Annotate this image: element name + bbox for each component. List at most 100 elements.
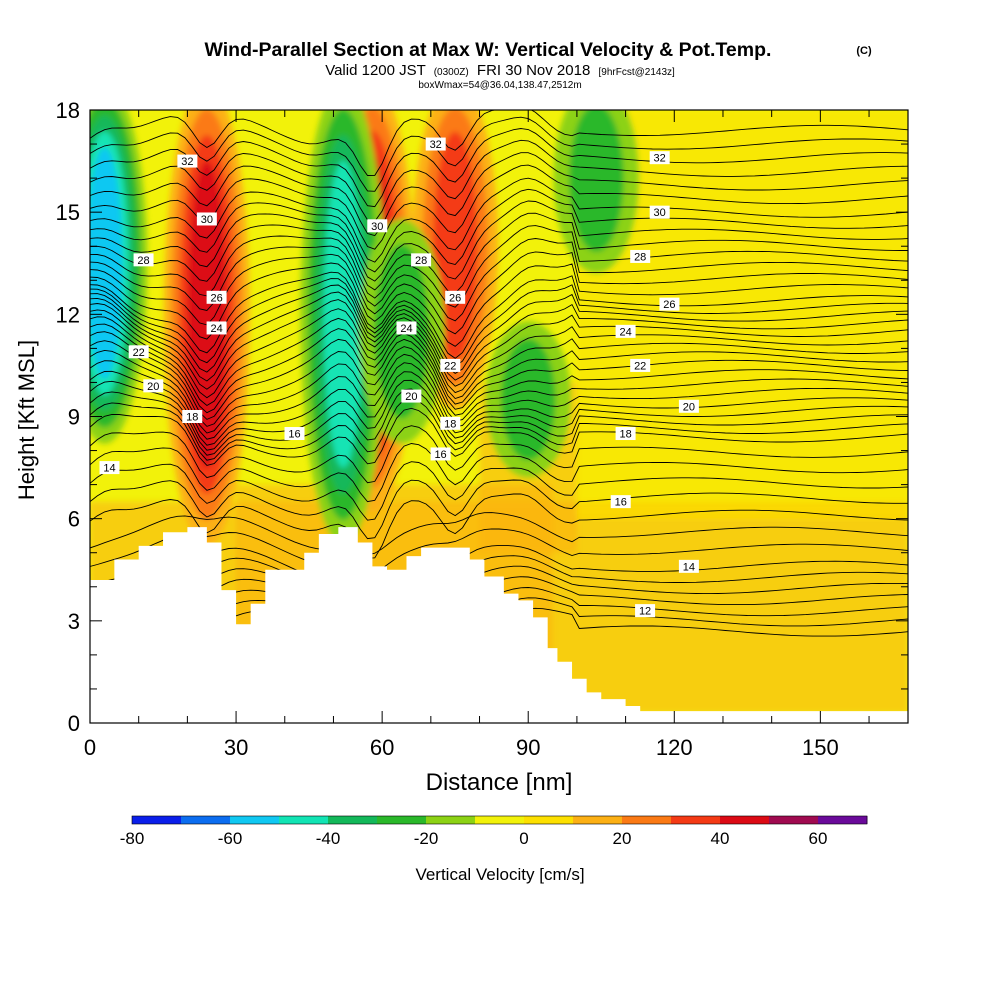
isentrope [90, 139, 908, 222]
contour-label: 32 [177, 154, 198, 168]
contour-label: 22 [440, 358, 461, 372]
svg-text:16: 16 [434, 449, 446, 461]
y-tick-label: 9 [68, 405, 80, 430]
chart-title: Wind-Parallel Section at Max W: Vertical… [205, 39, 772, 61]
svg-text:22: 22 [444, 360, 456, 372]
svg-text:26: 26 [449, 292, 461, 304]
colorbar-swatch [377, 816, 427, 824]
svg-text:26: 26 [663, 299, 675, 311]
plot-area: 32 30 28 26 24 22 20 18 16 14 32 30 28 26 24 22 20 18 16 32… [90, 110, 908, 723]
isentrope [90, 238, 908, 322]
velocity-field [90, 110, 908, 713]
svg-text:24: 24 [400, 323, 412, 335]
isentrope [90, 225, 908, 308]
x-tick-label: 90 [516, 735, 540, 760]
svg-text:32: 32 [181, 156, 193, 168]
colorbar-swatch [230, 816, 280, 824]
x-axis: 0 30 60 90 120 150 [84, 110, 870, 760]
y-tick-label: 12 [56, 302, 80, 327]
contour-label: 32 [425, 137, 446, 151]
x-tick-label: 60 [370, 735, 394, 760]
subtitle-valid: Valid 1200 JST [325, 62, 425, 79]
isentrope [90, 331, 908, 420]
isentrope [90, 316, 908, 407]
colorbar-tick-label: 0 [519, 829, 528, 848]
isentrope [90, 299, 908, 390]
svg-text:24: 24 [619, 326, 631, 338]
isentrope [90, 565, 908, 616]
contour-labels: 32 30 28 26 24 22 20 18 16 14 32 30 28 26 24 22 20 18 16 32… [99, 137, 699, 618]
isentrope [90, 360, 908, 440]
y-tick-label: 0 [68, 711, 80, 736]
contour-label: 24 [206, 321, 227, 335]
contour-label: 24 [396, 321, 417, 335]
svg-text:16: 16 [615, 497, 627, 509]
svg-text:30: 30 [654, 207, 666, 219]
contour-label: 18 [615, 427, 636, 441]
isentrope [90, 212, 908, 294]
svg-text:16: 16 [288, 429, 300, 441]
contour-label: 18 [440, 416, 461, 430]
contour-label: 16 [610, 495, 631, 509]
isentrope [90, 116, 908, 192]
isentrope [90, 397, 908, 461]
colorbar-swatch [328, 816, 378, 824]
contour-label: 14 [678, 559, 699, 573]
isentrope [90, 370, 908, 446]
colorbar-swatch [279, 816, 329, 824]
colorbar-swatch [524, 816, 574, 824]
isentrope [90, 555, 908, 604]
colorbar-tick-label: -60 [218, 829, 243, 848]
contour-label: 12 [635, 604, 656, 618]
downdraft-core [500, 338, 556, 461]
isentrope [90, 379, 908, 451]
contour-label: 20 [678, 399, 699, 413]
svg-text:32: 32 [654, 153, 666, 165]
isentrope [90, 200, 908, 282]
contour-label: 30 [649, 205, 670, 219]
x-tick-label: 120 [656, 735, 693, 760]
colorbar-swatch [132, 816, 182, 824]
x-tick-label: 30 [224, 735, 248, 760]
contour-label: 24 [615, 324, 636, 338]
isentrope [90, 284, 908, 374]
isentrope [90, 128, 908, 208]
isentrope [90, 388, 908, 456]
contour-label: 20 [143, 379, 164, 393]
contour-label: 30 [196, 212, 217, 226]
chart-subtitle: Valid 1200 JST (0300Z) FRI 30 Nov 2018 [… [325, 62, 675, 79]
colorbar: -80 -60 -40 -20 0 20 40 60 [120, 815, 868, 848]
updraft-core [433, 131, 478, 361]
isentrope [90, 544, 908, 593]
colorbar-swatch [475, 816, 525, 824]
isentrope [90, 349, 908, 434]
contour-label: 28 [411, 253, 432, 267]
subtitle-fcst: [9hrFcst@2143z] [598, 67, 675, 78]
colorbar-swatch [426, 816, 476, 824]
contour-label: 28 [630, 249, 651, 263]
colorbar-swatch [818, 816, 868, 824]
isentrope [90, 262, 908, 347]
colorbar-swatch [769, 816, 819, 824]
isentrope [90, 461, 908, 521]
isentrope [90, 323, 908, 414]
colorbar-swatch [181, 816, 231, 824]
isentrope [90, 110, 908, 176]
isentrope [90, 493, 908, 559]
isentrope [90, 291, 908, 382]
svg-text:18: 18 [186, 412, 198, 424]
svg-text:28: 28 [137, 255, 149, 267]
contour-label: 20 [401, 389, 422, 403]
isentrope [90, 512, 908, 556]
colorbar-tick-label: 40 [711, 829, 730, 848]
svg-text:30: 30 [201, 214, 213, 226]
isentrope [90, 407, 908, 466]
contour-label: 22 [630, 358, 651, 372]
contour-label: 16 [284, 427, 305, 441]
downdraft-core [90, 147, 123, 379]
svg-text:30: 30 [371, 221, 383, 233]
terrain [90, 527, 908, 723]
svg-text:20: 20 [683, 401, 695, 413]
contour-label: 26 [206, 290, 227, 304]
